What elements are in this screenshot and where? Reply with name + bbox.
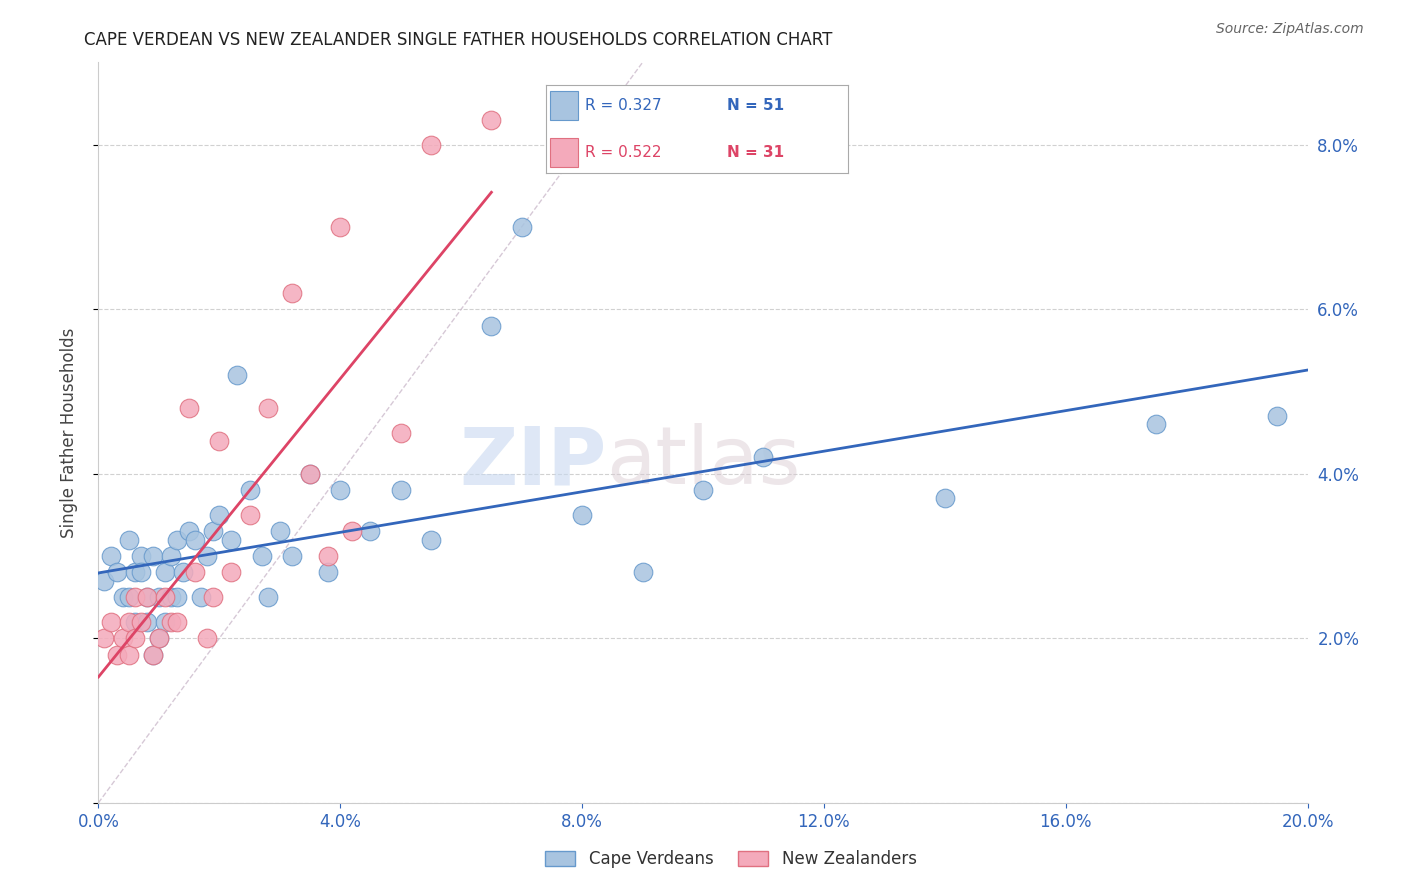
Cape Verdeans <box>190 590 212 604</box>
Cape Verdeans <box>226 368 249 382</box>
Cape Verdeans <box>160 549 183 563</box>
Text: Source: ZipAtlas.com: Source: ZipAtlas.com <box>1216 22 1364 37</box>
Cape Verdeans <box>111 590 134 604</box>
Cape Verdeans <box>221 533 243 547</box>
Cape Verdeans <box>631 566 654 580</box>
Cape Verdeans <box>93 574 115 588</box>
New Zealanders <box>208 434 231 448</box>
New Zealanders <box>118 615 141 629</box>
Cape Verdeans <box>269 524 291 539</box>
Cape Verdeans <box>129 549 152 563</box>
New Zealanders <box>256 401 278 415</box>
Cape Verdeans <box>118 590 141 604</box>
Cape Verdeans <box>752 450 775 465</box>
Y-axis label: Single Father Households: Single Father Households <box>59 327 77 538</box>
New Zealanders <box>135 590 157 604</box>
Text: CAPE VERDEAN VS NEW ZEALANDER SINGLE FATHER HOUSEHOLDS CORRELATION CHART: CAPE VERDEAN VS NEW ZEALANDER SINGLE FAT… <box>84 31 832 49</box>
Legend: Cape Verdeans, New Zealanders: Cape Verdeans, New Zealanders <box>538 844 924 875</box>
Cape Verdeans <box>148 632 170 646</box>
New Zealanders <box>281 285 304 300</box>
Cape Verdeans <box>256 590 278 604</box>
New Zealanders <box>389 425 412 440</box>
New Zealanders <box>111 632 134 646</box>
Cape Verdeans <box>124 566 146 580</box>
New Zealanders <box>342 524 364 539</box>
Cape Verdeans <box>208 508 231 522</box>
New Zealanders <box>148 632 170 646</box>
Cape Verdeans <box>172 566 194 580</box>
New Zealanders <box>329 219 352 234</box>
Cape Verdeans <box>571 508 593 522</box>
Cape Verdeans <box>195 549 218 563</box>
Cape Verdeans <box>510 219 533 234</box>
New Zealanders <box>420 137 443 152</box>
Cape Verdeans <box>281 549 304 563</box>
Cape Verdeans <box>250 549 273 563</box>
Cape Verdeans <box>129 566 152 580</box>
Cape Verdeans <box>329 483 352 498</box>
Cape Verdeans <box>1267 409 1289 424</box>
Cape Verdeans <box>934 491 956 506</box>
New Zealanders <box>195 632 218 646</box>
New Zealanders <box>481 113 503 128</box>
New Zealanders <box>100 615 122 629</box>
Cape Verdeans <box>184 533 207 547</box>
Cape Verdeans <box>153 566 176 580</box>
Cape Verdeans <box>1144 417 1167 432</box>
New Zealanders <box>160 615 183 629</box>
Cape Verdeans <box>105 566 128 580</box>
Cape Verdeans <box>166 590 188 604</box>
New Zealanders <box>179 401 201 415</box>
Cape Verdeans <box>239 483 262 498</box>
New Zealanders <box>202 590 225 604</box>
Cape Verdeans <box>166 533 188 547</box>
Cape Verdeans <box>160 590 183 604</box>
Cape Verdeans <box>100 549 122 563</box>
Cape Verdeans <box>124 615 146 629</box>
New Zealanders <box>124 632 146 646</box>
Cape Verdeans <box>135 615 157 629</box>
New Zealanders <box>129 615 152 629</box>
Cape Verdeans <box>118 533 141 547</box>
New Zealanders <box>316 549 339 563</box>
Cape Verdeans <box>420 533 443 547</box>
Cape Verdeans <box>202 524 225 539</box>
New Zealanders <box>184 566 207 580</box>
New Zealanders <box>118 648 141 662</box>
New Zealanders <box>299 467 322 481</box>
Text: atlas: atlas <box>606 423 800 501</box>
New Zealanders <box>166 615 188 629</box>
Text: ZIP: ZIP <box>458 423 606 501</box>
New Zealanders <box>93 632 115 646</box>
Cape Verdeans <box>135 590 157 604</box>
New Zealanders <box>124 590 146 604</box>
Cape Verdeans <box>179 524 201 539</box>
New Zealanders <box>105 648 128 662</box>
Cape Verdeans <box>153 615 176 629</box>
Cape Verdeans <box>148 590 170 604</box>
New Zealanders <box>153 590 176 604</box>
Cape Verdeans <box>142 549 165 563</box>
New Zealanders <box>221 566 243 580</box>
Cape Verdeans <box>360 524 382 539</box>
Cape Verdeans <box>316 566 339 580</box>
Cape Verdeans <box>481 318 503 333</box>
Cape Verdeans <box>692 483 714 498</box>
New Zealanders <box>239 508 262 522</box>
New Zealanders <box>142 648 165 662</box>
Cape Verdeans <box>299 467 322 481</box>
Cape Verdeans <box>142 648 165 662</box>
Cape Verdeans <box>389 483 412 498</box>
